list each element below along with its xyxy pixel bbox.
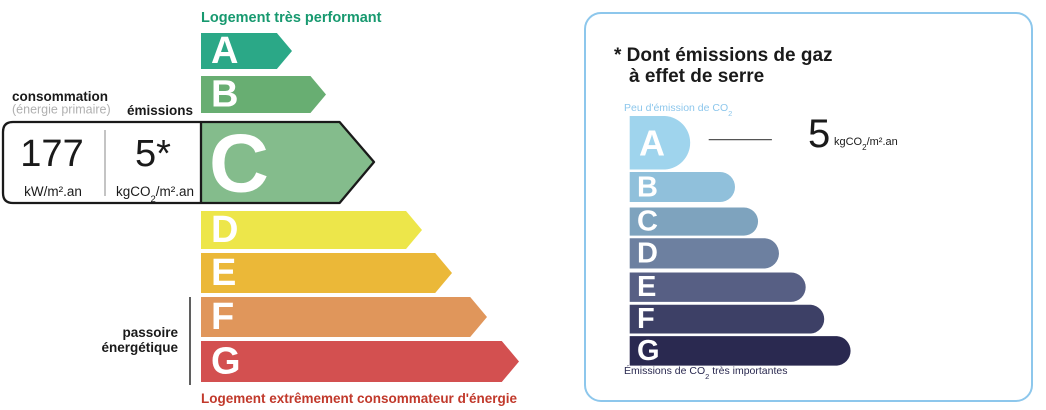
svg-text:G: G — [637, 335, 660, 367]
svg-text:à effet de serre: à effet de serre — [629, 66, 764, 87]
svg-text:F: F — [637, 303, 655, 335]
svg-text:C: C — [637, 206, 658, 238]
svg-text:E: E — [637, 271, 656, 303]
svg-text:5: 5 — [808, 112, 830, 156]
svg-text:A: A — [639, 123, 665, 164]
svg-text:D: D — [637, 237, 658, 269]
svg-text:B: B — [637, 172, 658, 204]
svg-text:* Dont émissions de gaz: * Dont émissions de gaz — [614, 45, 833, 66]
